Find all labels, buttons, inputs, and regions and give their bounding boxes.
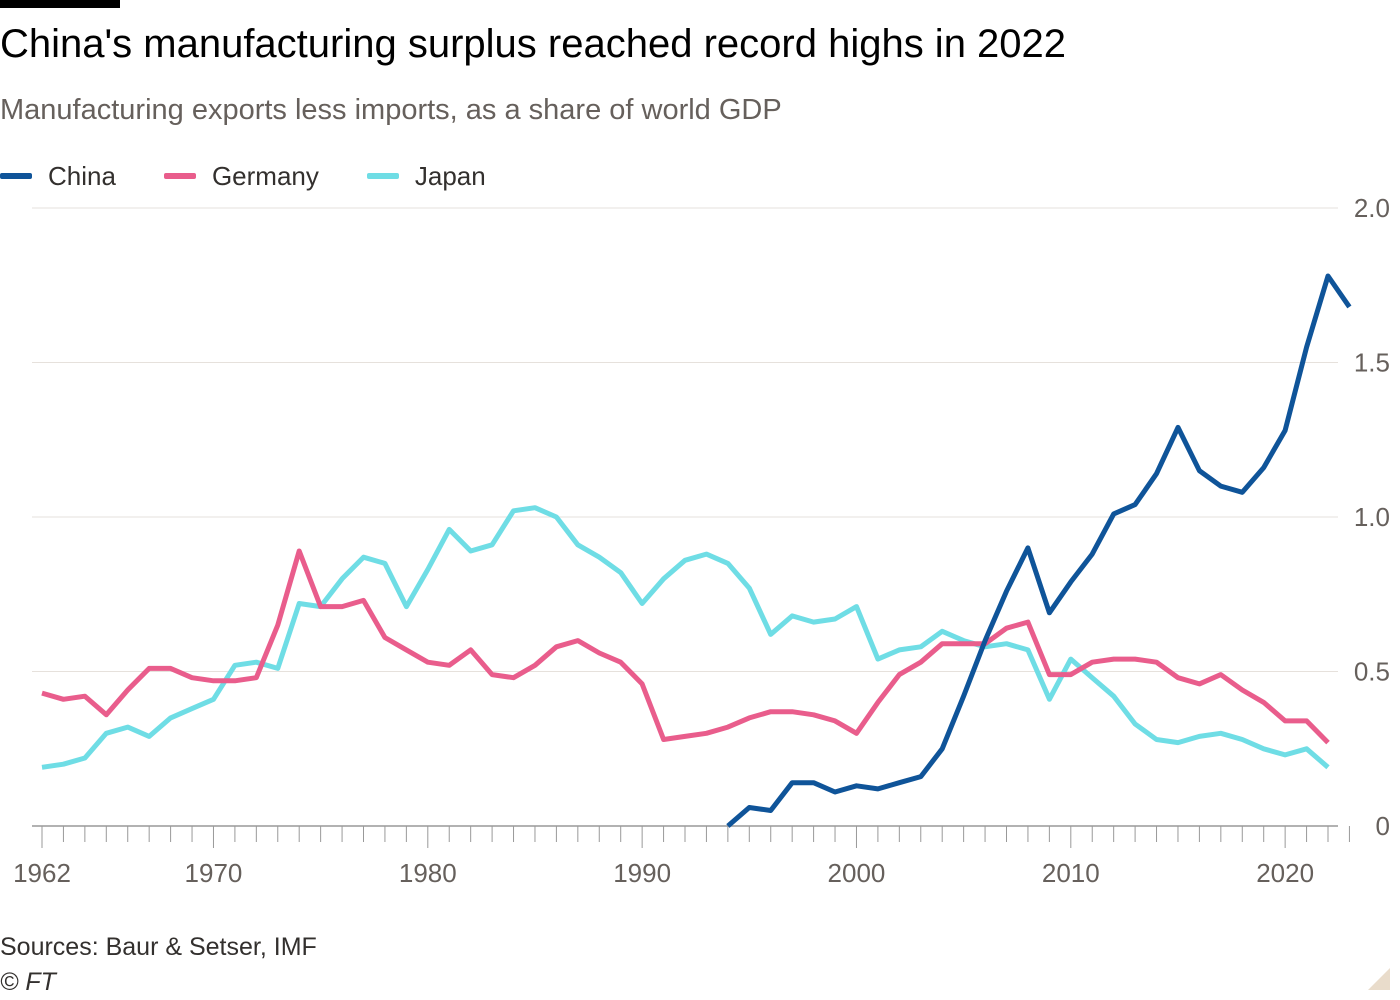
legend-item-china: China [0, 161, 116, 192]
legend: China Germany Japan [0, 158, 534, 194]
x-tick-label: 1962 [13, 858, 71, 888]
y-tick-label: 1.0 [1354, 502, 1390, 532]
y-tick-label: 0.5 [1354, 657, 1390, 687]
legend-item-germany: Germany [163, 160, 319, 192]
legend-label-china: China [48, 160, 116, 191]
legend-label-japan: Japan [414, 160, 486, 191]
x-tick-label: 1990 [613, 858, 671, 888]
x-tick-label: 1970 [185, 858, 243, 888]
series-line-germany [41, 548, 1330, 745]
top-rule [0, 0, 120, 8]
legend-swatch-china [0, 173, 32, 179]
copyright: © FT [0, 968, 56, 996]
y-tick-label: 1.5 [1354, 348, 1390, 378]
legend-label-germany: Germany [211, 160, 319, 191]
x-tick-label: 1980 [399, 858, 457, 888]
legend-item-japan: Japan [366, 160, 486, 192]
y-tick-label: 2.0 [1354, 193, 1390, 223]
legend-swatch-germany [163, 173, 196, 179]
chart-title: China's manufacturing surplus reached re… [0, 22, 1067, 66]
x-tick-label: 2000 [828, 858, 886, 888]
corner-mark [1368, 968, 1390, 990]
series-line-japan [41, 505, 1330, 770]
chart-subtitle: Manufacturing exports less imports, as a… [0, 94, 782, 126]
y-tick-label: 0 [1376, 811, 1390, 841]
line-chart: 0 0.5 1.0 1.5 2.0 1962 1970 1980 1990 2000 2010 202… [13, 193, 1390, 888]
legend-swatch-japan [366, 173, 399, 179]
x-tick-label: 2020 [1256, 858, 1314, 888]
series-line-china [726, 273, 1352, 828]
source-note: Sources: Baur & Setser, IMF [0, 933, 317, 961]
x-tick-label: 2010 [1042, 858, 1100, 888]
